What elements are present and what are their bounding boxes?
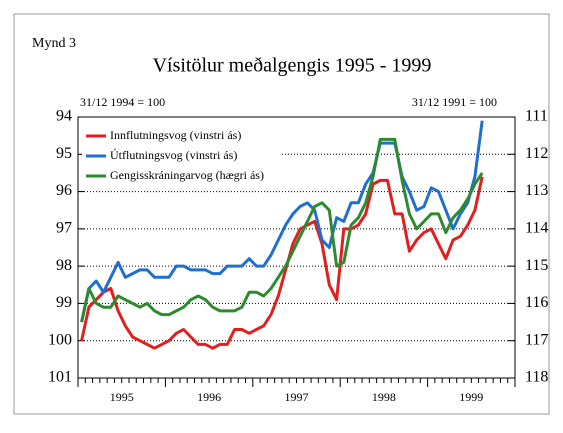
series-line [80, 137, 484, 323]
y-tick-label: 95 [56, 145, 72, 162]
y-tick-label: 96 [56, 182, 72, 199]
y2-tick-label: 117 [525, 331, 548, 348]
y2-tick-label: 115 [525, 257, 548, 274]
x-tick-label: 1999 [459, 390, 483, 404]
legend-label: Innflutningsvog (vinstri ás) [110, 128, 241, 142]
legend-box [82, 124, 282, 190]
y-tick-label: 94 [56, 108, 72, 125]
plot-area [77, 116, 516, 379]
series-line [80, 120, 484, 323]
legend-label: Gengisskráningarvog (hægri ás) [110, 168, 264, 182]
y-axis-label: 31/12 1994 = 100 [80, 95, 165, 109]
chart-title: Vísitölur meðalgengis 1995 - 1999 [153, 55, 432, 77]
y2-tick-label: 113 [525, 182, 548, 199]
series-line [80, 176, 484, 350]
y2-tick-label: 112 [525, 145, 548, 162]
y2-tick-label: 118 [525, 369, 548, 386]
y2-tick-label: 116 [525, 294, 548, 311]
x-tick-label: 1996 [197, 390, 221, 404]
y2-tick-label: 111 [525, 108, 548, 125]
y-tick-label: 97 [56, 220, 72, 237]
x-tick-label: 1998 [372, 390, 396, 404]
figure-label: Mynd 3 [32, 36, 76, 51]
y2-axis-label: 31/12 1991 = 100 [412, 95, 497, 109]
y-tick-label: 100 [48, 331, 72, 348]
y2-tick-label: 114 [525, 220, 548, 237]
y-tick-label: 98 [56, 257, 72, 274]
legend-label: Útflutningsvog (vinstri ás) [110, 148, 237, 162]
y-tick-label: 101 [48, 369, 72, 386]
y-tick-label: 99 [56, 294, 72, 311]
x-tick-label: 1997 [285, 390, 309, 404]
x-tick-label: 1995 [110, 390, 134, 404]
